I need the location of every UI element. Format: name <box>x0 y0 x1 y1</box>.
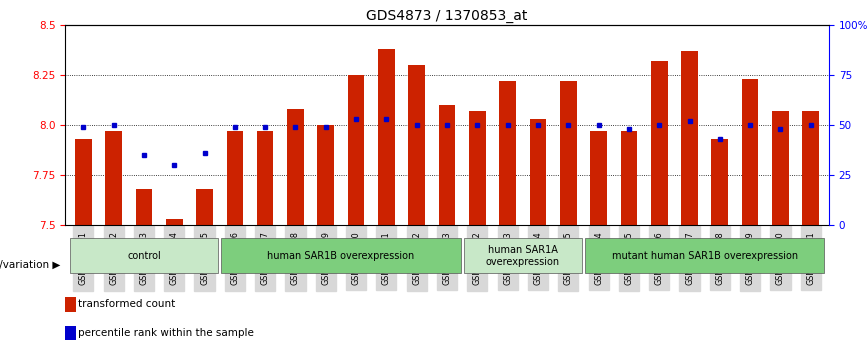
Bar <box>227 131 243 225</box>
Bar <box>221 238 461 273</box>
Bar <box>621 131 637 225</box>
Text: control: control <box>127 251 161 261</box>
Bar <box>408 65 425 225</box>
Bar <box>499 81 516 225</box>
Text: genotype/variation ▶: genotype/variation ▶ <box>0 260 61 270</box>
Bar <box>590 131 607 225</box>
Bar <box>438 105 456 225</box>
Bar <box>105 131 122 225</box>
Bar <box>378 49 395 225</box>
Text: percentile rank within the sample: percentile rank within the sample <box>78 328 254 338</box>
Bar <box>712 139 728 225</box>
Bar <box>560 81 576 225</box>
Bar <box>742 79 759 225</box>
Text: transformed count: transformed count <box>78 299 175 309</box>
Bar <box>773 111 789 225</box>
Bar <box>585 238 825 273</box>
Bar <box>464 238 582 273</box>
Bar <box>318 125 334 225</box>
Bar <box>196 189 213 225</box>
Bar <box>651 61 667 225</box>
Bar <box>802 111 819 225</box>
Bar <box>681 52 698 225</box>
Text: human SAR1A
overexpression: human SAR1A overexpression <box>486 245 560 267</box>
Bar <box>166 219 182 225</box>
Bar <box>469 111 486 225</box>
Bar <box>69 238 218 273</box>
Bar <box>135 189 152 225</box>
Bar <box>529 119 546 225</box>
Bar <box>348 75 365 225</box>
Bar <box>257 131 273 225</box>
Bar <box>287 109 304 225</box>
Text: human SAR1B overexpression: human SAR1B overexpression <box>267 251 415 261</box>
Bar <box>75 139 92 225</box>
Title: GDS4873 / 1370853_at: GDS4873 / 1370853_at <box>366 9 528 23</box>
Text: mutant human SAR1B overexpression: mutant human SAR1B overexpression <box>612 251 798 261</box>
